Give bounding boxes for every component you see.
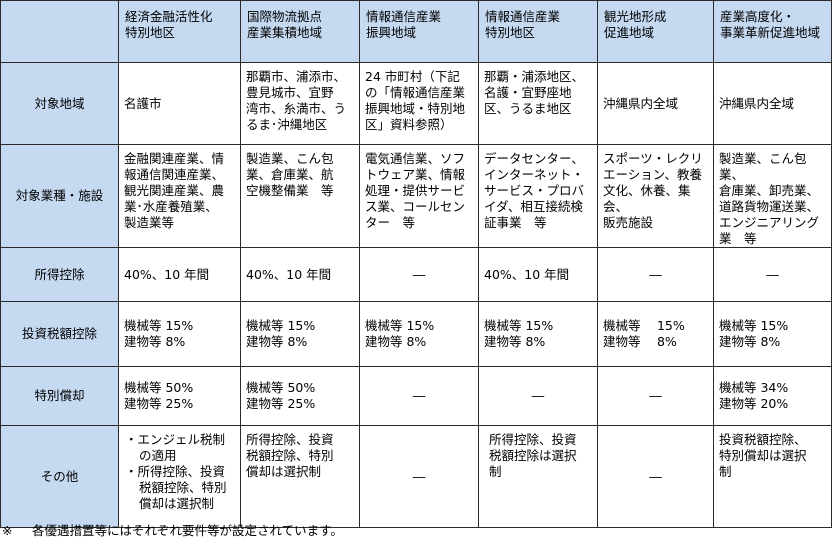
income-dash-3: ― (359, 247, 479, 302)
industry-cell-3: 電気通信業、ソフ トウェア業、情報 処理・提供サービ ス業、コールセン ター 等 (359, 144, 479, 248)
other-bullet-1: ・エンジェル税制の適用 (125, 432, 226, 463)
row-label-area: 対象地域 (0, 62, 119, 145)
col-header-1: 経済金融活性化 特別地区 (118, 0, 241, 63)
row-investment-credit: 投資税額控除 機械等 15% 建物等 8% 機械等 15% 建物等 8% 機械等… (0, 301, 832, 367)
depreciation-dash-5: ― (597, 366, 714, 426)
investment-cell-5: 機械等 15% 建物等 8% (597, 301, 714, 367)
investment-cell-3: 機械等 15% 建物等 8% (359, 301, 479, 367)
industry-cell-2: 製造業、こん包 業、倉庫業、航 空機整備業 等 (240, 144, 360, 248)
investment-cell-1: 機械等 15% 建物等 8% (118, 301, 241, 367)
footnote-text: 各優遇措置等にはそれぞれ要件等が設定されています。 (32, 523, 343, 538)
investment-cell-6: 機械等 15% 建物等 8% (713, 301, 832, 367)
investment-cell-2: 機械等 15% 建物等 8% (240, 301, 360, 367)
depreciation-cell-6: 機械等 34% 建物等 20% (713, 366, 832, 426)
row-target-industry: 対象業種・施設 金融関連産業、情 報通信関連産業、 観光関連産業、農 業･水産養… (0, 144, 832, 248)
row-label-depreciation: 特別償却 (0, 366, 119, 426)
depreciation-cell-1: 機械等 50% 建物等 25% (118, 366, 241, 426)
col-header-4: 情報通信産業 特別地区 (478, 0, 598, 63)
area-cell-2: 那覇市、浦添市、 豊見城市、宜野 湾市、糸満市、う るま･沖縄地区 (240, 62, 360, 145)
income-cell-1: 40%、10 年間 (118, 247, 241, 302)
area-cell-5: 沖縄県内全域 (597, 62, 714, 145)
other-dash-5: ― (597, 425, 714, 528)
row-other: その他 ・エンジェル税制の適用 ・所得控除、投資税額控除、特別償却は選択制 所得… (0, 425, 832, 528)
other-bullet-2: ・所得控除、投資税額控除、特別償却は選択制 (125, 464, 227, 511)
investment-cell-4: 機械等 15% 建物等 8% (478, 301, 598, 367)
other-cell-6: 投資税額控除、 特別償却は選択 制 (713, 425, 832, 528)
area-cell-6: 沖縄県内全域 (713, 62, 832, 145)
row-label-industry: 対象業種・施設 (0, 144, 119, 248)
row-label-other: その他 (0, 425, 119, 528)
row-special-depreciation: 特別償却 機械等 50% 建物等 25% 機械等 50% 建物等 25% ― ―… (0, 366, 832, 426)
col-header-3: 情報通信産業 振興地域 (359, 0, 479, 63)
row-label-investment: 投資税額控除 (0, 301, 119, 367)
other-dash-3: ― (359, 425, 479, 528)
row-label-income: 所得控除 (0, 247, 119, 302)
col-header-6: 産業高度化・ 事業革新促進地域 (713, 0, 832, 63)
industry-cell-4: データセンター、 インターネット・ サービス・プロバ イダ、相互接続検 証事業 … (478, 144, 598, 248)
income-cell-4: 40%、10 年間 (478, 247, 598, 302)
income-dash-5: ― (597, 247, 714, 302)
incentive-table: 経済金融活性化 特別地区 国際物流拠点 産業集積地域 情報通信産業 振興地域 情報通信… (0, 0, 832, 528)
area-cell-4: 那覇・浦添地区、 名護・宜野座地 区、うるま地区 (478, 62, 598, 145)
footnote: ※ 各優遇措置等にはそれぞれ要件等が設定されています。 (2, 523, 343, 539)
industry-cell-6: 製造業、こん包業、 倉庫業、卸売業、 道路貨物運送業、 エンジニアリング 業 等 (713, 144, 832, 248)
income-cell-2: 40%、10 年間 (240, 247, 360, 302)
area-cell-3: 24 市町村（下記 の「情報通信産業 振興地域・特別地 区」資料参照） (359, 62, 479, 145)
col-header-5: 観光地形成 促進地域 (597, 0, 714, 63)
footnote-mark: ※ (2, 523, 13, 538)
row-target-area: 対象地域 名護市 那覇市、浦添市、 豊見城市、宜野 湾市、糸満市、う るま･沖縄… (0, 62, 832, 145)
other-cell-4: 所得控除、投資 税額控除は選択 制 (478, 425, 598, 528)
depreciation-dash-3: ― (359, 366, 479, 426)
depreciation-dash-4: ― (478, 366, 598, 426)
industry-cell-5: スポーツ・レクリ エーション、教養 文化、休養、集会、 販売施設 (597, 144, 714, 248)
depreciation-cell-2: 機械等 50% 建物等 25% (240, 366, 360, 426)
corner-cell (0, 0, 119, 63)
header-row: 経済金融活性化 特別地区 国際物流拠点 産業集積地域 情報通信産業 振興地域 情報通信… (0, 0, 832, 63)
other-cell-1: ・エンジェル税制の適用 ・所得控除、投資税額控除、特別償却は選択制 (118, 425, 241, 528)
other-cell-2: 所得控除、投資 税額控除、特別 償却は選択制 (240, 425, 360, 528)
income-dash-6: ― (713, 247, 832, 302)
col-header-2: 国際物流拠点 産業集積地域 (240, 0, 360, 63)
industry-cell-1: 金融関連産業、情 報通信関連産業、 観光関連産業、農 業･水産養殖業、 製造業等 (118, 144, 241, 248)
row-income-deduction: 所得控除 40%、10 年間 40%、10 年間 ― 40%、10 年間 ― ― (0, 247, 832, 302)
area-cell-1: 名護市 (118, 62, 241, 145)
